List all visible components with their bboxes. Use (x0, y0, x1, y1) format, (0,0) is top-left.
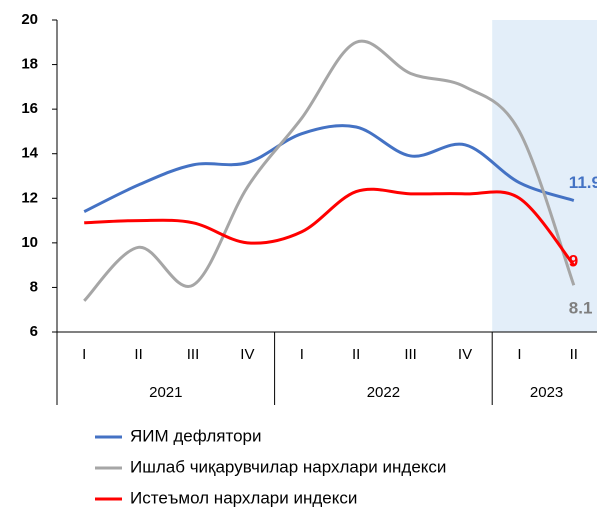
y-tick-label: 14 (21, 145, 38, 162)
x-tick-label: III (404, 346, 417, 363)
y-tick-label: 10 (21, 234, 38, 251)
x-tick-label: II (570, 346, 578, 363)
x-group-label: 2021 (149, 384, 182, 401)
x-tick-label: I (82, 346, 86, 363)
x-tick-label: I (517, 346, 521, 363)
x-tick-label: I (300, 346, 304, 363)
legend-label: Истеъмол нархлари индекси (130, 488, 357, 507)
series-line (83, 39, 576, 302)
data-label: 8.1 (569, 299, 593, 318)
x-group-label: 2023 (530, 384, 563, 401)
x-tick-label: IV (458, 346, 472, 363)
legend-label: ЯИМ дефлятори (130, 426, 262, 445)
series-line (83, 124, 575, 214)
legend-label: Ишлаб чиқарувчилар нархлари индекси (130, 457, 446, 476)
x-tick-label: II (352, 346, 360, 363)
y-tick-label: 12 (21, 189, 38, 206)
x-group-label: 2022 (367, 384, 400, 401)
y-tick-label: 6 (30, 323, 38, 340)
y-tick-label: 18 (21, 56, 38, 73)
x-tick-label: II (134, 346, 142, 363)
y-tick-label: 16 (21, 100, 38, 117)
data-label: 11.9 (569, 173, 597, 192)
series-line (84, 187, 575, 267)
x-tick-label: IV (240, 346, 254, 363)
y-tick-label: 20 (21, 11, 38, 28)
x-tick-label: III (187, 346, 200, 363)
data-label: 9 (569, 252, 578, 271)
y-tick-label: 8 (30, 278, 38, 295)
